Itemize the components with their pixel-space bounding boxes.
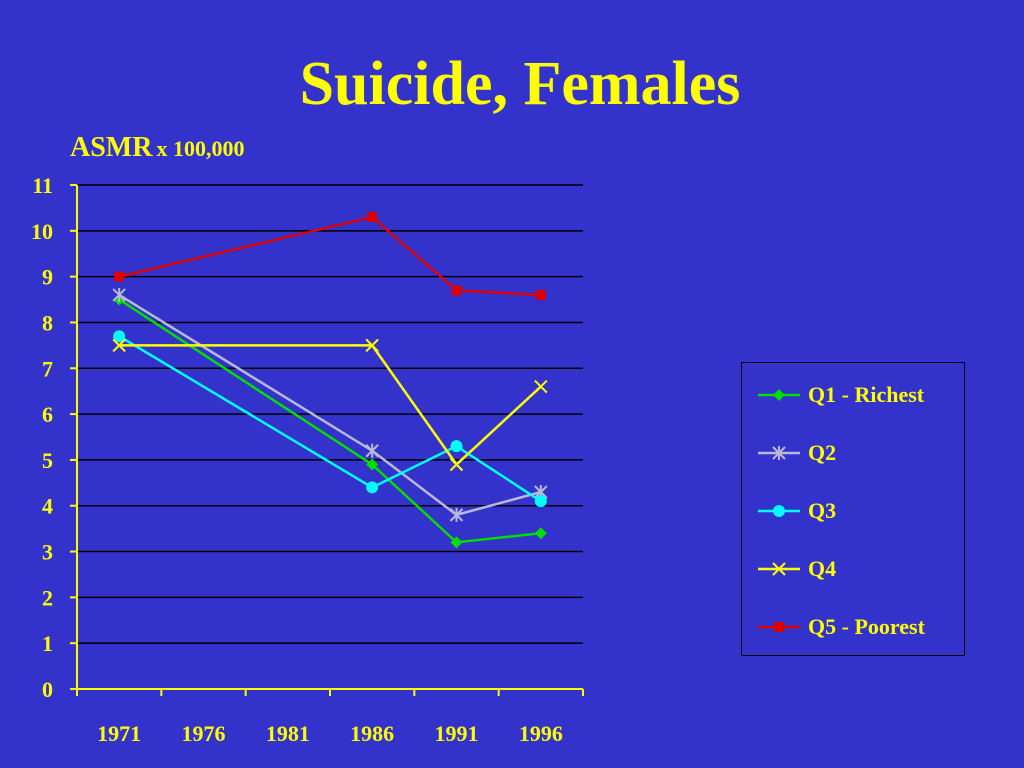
legend-marker-shape (772, 446, 786, 460)
legend-marker (772, 446, 786, 460)
series-1-point-shape (450, 536, 463, 549)
series-3 (113, 330, 547, 508)
series-5-point-shape (451, 285, 462, 296)
legend-marker (774, 622, 784, 632)
legend-item: Q3 (756, 496, 836, 526)
legend-marker-shape (773, 389, 785, 401)
chart-title: Suicide, Females (299, 50, 741, 118)
series-5-line (118, 215, 541, 297)
series-4-point-shape (449, 457, 464, 472)
legend-swatch (758, 446, 800, 460)
series-1-line (118, 298, 541, 544)
series-4-point (449, 457, 464, 472)
legend-marker (772, 562, 786, 576)
series-2-point (449, 507, 464, 522)
legend-item: Q1 - Richest (756, 380, 924, 410)
series-3-point (366, 481, 379, 494)
series-3-point (534, 495, 547, 508)
series-5-point (367, 212, 378, 223)
y-tick-label: 3 (42, 540, 53, 565)
legend-marker-shape (773, 505, 785, 517)
series-3-point (450, 440, 463, 453)
legend-marker (773, 389, 785, 401)
y-tick-label: 0 (42, 677, 53, 702)
y-tick-label: 6 (42, 402, 53, 427)
gridlines (77, 184, 583, 644)
series-1-point-shape (366, 458, 379, 471)
y-tick-label: 10 (31, 219, 53, 244)
series-3-point (113, 330, 126, 343)
series-1 (113, 293, 547, 549)
series-3-point-shape (534, 495, 547, 508)
series-4-line (119, 344, 542, 467)
series-5-point-shape (367, 212, 378, 223)
x-tick-label: 1996 (519, 721, 563, 746)
series-5 (114, 212, 546, 300)
y-tick-label: 9 (42, 265, 53, 290)
series-2-point-shape (365, 443, 379, 458)
series-2-point-shape (449, 507, 464, 522)
x-tick-label: 1976 (182, 721, 226, 746)
series-3-point-shape (113, 330, 126, 343)
y-tick-label: 8 (42, 310, 53, 335)
series-2-line (118, 293, 542, 517)
legend-swatch (758, 622, 800, 632)
y-tick-label: 4 (42, 494, 53, 519)
series-4-point-shape (534, 379, 548, 394)
series-1-point (450, 536, 463, 549)
series-4-point (365, 338, 379, 353)
legend-label: Q5 - Poorest (808, 614, 925, 639)
legend-label: Q1 - Richest (808, 382, 925, 407)
series-2 (112, 287, 548, 522)
legend-item: Q5 - Poorest (756, 612, 925, 642)
series-5-point (114, 271, 125, 282)
y-axis-label-unit: x 100,000 (156, 136, 245, 161)
chart-legend: Q1 - Richest Q2 Q3 Q4 Q5 - Poorest (741, 362, 965, 656)
y-tick-label: 1 (42, 631, 53, 656)
legend-item: Q2 (756, 438, 836, 468)
legend-label: Q2 (808, 440, 837, 465)
series-4-point (534, 379, 548, 394)
series-3-line (118, 335, 542, 503)
legend-swatch (758, 389, 800, 401)
series-5-point-shape (535, 289, 546, 300)
axes: 0 1 2 3 4 5 6 7 8 9 10 11 1971 1976 1981 1986 1991 1996 (31, 173, 584, 746)
y-tick-label: 11 (32, 173, 53, 198)
series-2-point-shape (112, 287, 126, 302)
series-2-point (365, 443, 379, 458)
y-tick-label: 7 (42, 356, 53, 381)
series-5-point-shape (114, 271, 125, 282)
series-4 (112, 338, 548, 472)
series-1-point (534, 527, 547, 540)
series-3-point-shape (366, 481, 379, 494)
y-tick-label: 5 (42, 448, 53, 473)
legend-label: Q3 (808, 498, 837, 523)
legend-marker-shape (774, 622, 784, 632)
x-tick-label: 1981 (266, 721, 310, 746)
x-tick-label: 1971 (97, 721, 141, 746)
legend-item: Q4 (756, 554, 836, 584)
series-4-point (112, 338, 126, 353)
series-4-point-shape (365, 338, 379, 353)
legend-marker-shape (772, 562, 786, 576)
series-5-point (451, 285, 462, 296)
legend-swatch (758, 562, 800, 576)
series-2-point (112, 287, 126, 302)
x-tick-label: 1991 (435, 721, 479, 746)
y-tick-label: 2 (42, 585, 53, 610)
legend-marker (773, 505, 785, 517)
series-4-point-shape (112, 338, 126, 353)
x-tick-label: 1986 (350, 721, 394, 746)
legend-label: Q4 (808, 556, 837, 581)
series-1-point (366, 458, 379, 471)
series-1-point-shape (534, 527, 547, 540)
y-axis-label-main: ASMR (70, 132, 153, 163)
y-axis-label: ASMR x 100,000 (70, 132, 244, 164)
series-5-point (535, 289, 546, 300)
legend-swatch (758, 505, 800, 517)
series-3-point-shape (450, 440, 463, 453)
